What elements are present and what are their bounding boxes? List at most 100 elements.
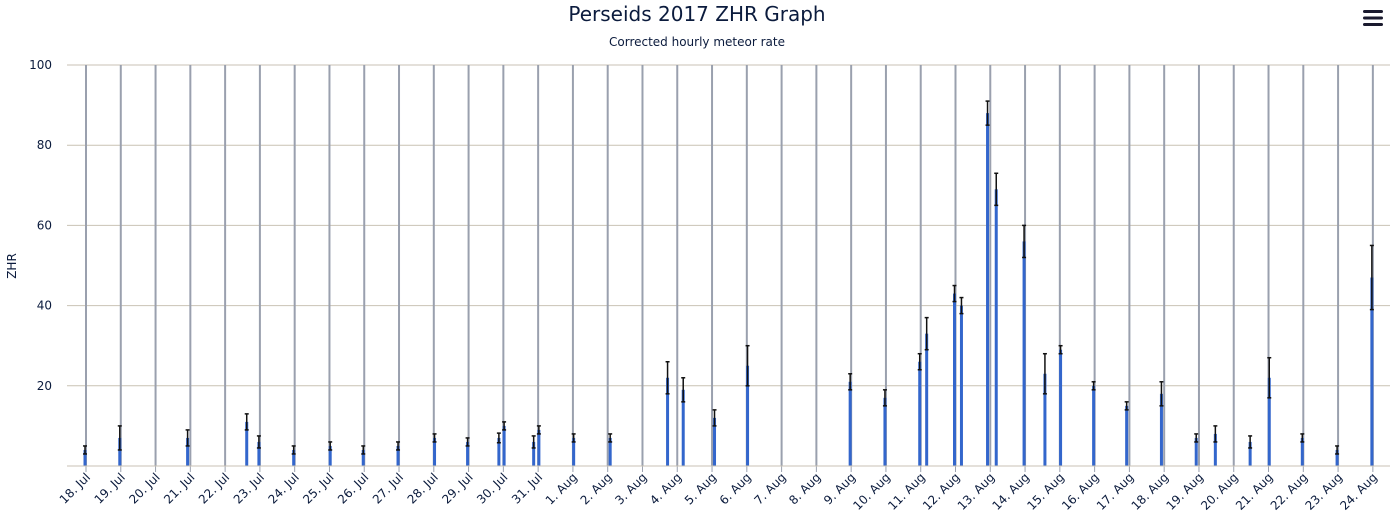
bar [1335, 449, 1339, 466]
x-tick-label: 16. Aug [1059, 470, 1102, 513]
error-bar [1042, 352, 1047, 395]
error-bar [432, 433, 437, 443]
error-bar [848, 373, 853, 391]
error-bar [1248, 435, 1253, 449]
error-bar [1369, 244, 1374, 311]
x-tick-label: 7. Aug [751, 470, 788, 507]
y-tick-label: 80 [37, 138, 52, 152]
chart-title: Perseids 2017 ZHR Graph [568, 2, 825, 26]
menu-hamburger-icon[interactable] [1363, 10, 1383, 26]
x-tick-label: 26. Jul [335, 470, 371, 506]
bar [1267, 377, 1271, 466]
error-bar [924, 316, 929, 351]
error-bars [83, 100, 1374, 455]
error-bar [1267, 356, 1272, 399]
error-bar [361, 445, 366, 455]
x-tick-label: 27. Jul [370, 470, 406, 506]
error-bar [1058, 344, 1063, 355]
bar [994, 189, 998, 466]
error-bar [396, 441, 401, 451]
bar [959, 305, 963, 466]
x-tick-label: 25. Jul [300, 470, 336, 506]
error-bar [465, 437, 470, 447]
x-tick-label: 29. Jul [439, 470, 475, 506]
error-bar [1335, 445, 1340, 455]
error-bar [917, 352, 922, 371]
x-tick-label: 20. Jul [126, 470, 162, 506]
error-bar [985, 100, 990, 126]
grid-lines [67, 64, 1390, 387]
bar [537, 429, 541, 466]
bar [83, 449, 87, 466]
error-bar [712, 409, 717, 427]
bars [83, 113, 1374, 467]
error-bar [328, 441, 333, 451]
bar [608, 437, 612, 466]
bar [1248, 441, 1252, 466]
bar [396, 445, 400, 466]
error-bar [1300, 433, 1305, 443]
day-lines [85, 65, 1374, 466]
bar [1159, 393, 1163, 466]
error-bar [1194, 433, 1199, 443]
error-bar [959, 296, 964, 315]
x-tick-label: 19. Aug [1163, 470, 1206, 513]
bar [186, 437, 190, 466]
error-bar [496, 432, 501, 444]
x-tick-label: 19. Jul [92, 470, 128, 506]
bar [925, 333, 929, 466]
bar [328, 445, 332, 466]
x-tick-label: 18. Jul [57, 470, 93, 506]
error-bar [1124, 401, 1129, 411]
error-bar [994, 172, 999, 207]
bar [1370, 277, 1374, 466]
x-tick-label: 21. Jul [161, 470, 197, 506]
bar [848, 381, 852, 466]
y-tick-label: 100 [29, 58, 52, 72]
x-tick-label: 8. Aug [786, 470, 823, 507]
y-tick-label: 20 [37, 379, 52, 393]
bar [1092, 385, 1096, 466]
x-tick-label: 24. Aug [1337, 470, 1380, 513]
x-tick-label: 10. Aug [850, 470, 893, 513]
bar [713, 417, 717, 466]
x-tick-label: 14. Aug [990, 470, 1033, 513]
x-tick-label: 28. Jul [405, 470, 441, 506]
y-tick-label: 60 [37, 218, 52, 232]
bar [986, 113, 990, 467]
error-bar [536, 425, 541, 435]
error-bar [681, 377, 686, 403]
x-tick-label: 11. Aug [885, 470, 928, 513]
bar [681, 389, 685, 466]
x-tick-label: 6. Aug [717, 470, 754, 507]
bar [1043, 373, 1047, 466]
error-bar [1159, 381, 1164, 407]
error-bar [1091, 381, 1096, 391]
bar [118, 437, 122, 466]
x-tick-label: 31. Jul [509, 470, 545, 506]
bar [257, 441, 261, 466]
error-bar [1022, 224, 1027, 259]
error-bar [185, 429, 190, 447]
error-bar [882, 389, 887, 407]
bar [361, 449, 365, 466]
bar [1059, 349, 1063, 466]
x-tick-label: 12. Aug [920, 470, 963, 513]
error-bar [244, 413, 249, 431]
x-tick-label: 20. Aug [1198, 470, 1241, 513]
x-tick-label: 21. Aug [1233, 470, 1276, 513]
error-bar [502, 421, 507, 431]
bar [1194, 437, 1198, 466]
y-tick-label: 40 [37, 299, 52, 313]
bar [466, 441, 470, 466]
bar [572, 437, 576, 466]
error-bar [1213, 425, 1218, 443]
error-bar [531, 435, 536, 449]
error-bar [608, 433, 613, 443]
bar [953, 293, 956, 466]
bar [292, 449, 296, 466]
error-bar [117, 425, 122, 451]
error-bar [745, 344, 750, 387]
